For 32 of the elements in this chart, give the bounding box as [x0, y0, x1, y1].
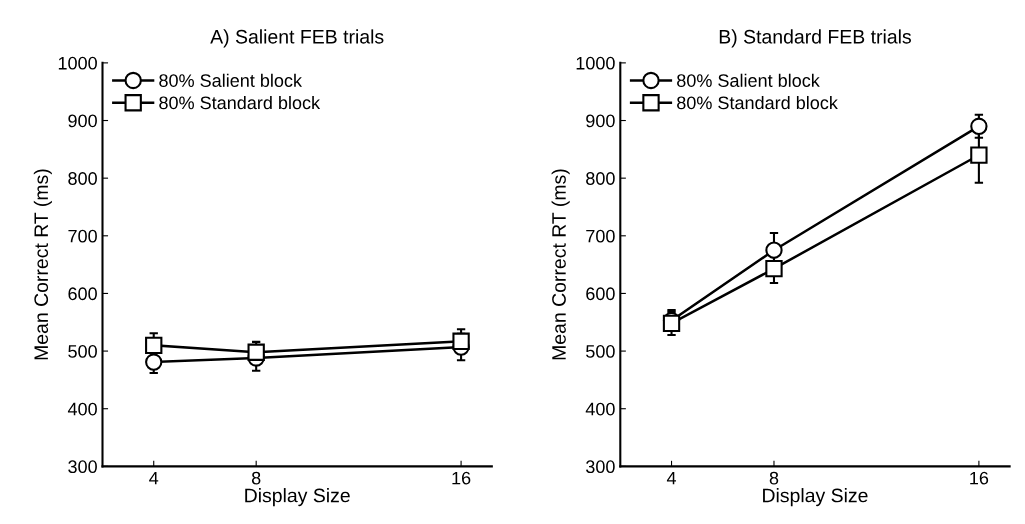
chart-title: B) Standard FEB trials — [719, 29, 911, 48]
y-axis-title: Mean Correct RT (ms) — [551, 169, 570, 360]
y-tick-label: 400 — [67, 402, 97, 416]
y-tick-label: 1000 — [576, 56, 615, 70]
y-tick-label: 900 — [586, 114, 615, 128]
y-tick-label: 300 — [586, 460, 615, 474]
y-tick-label: 600 — [586, 287, 615, 301]
y-tick-label: 400 — [585, 402, 615, 416]
chart-title: A) Salient FEB trials — [210, 29, 384, 48]
legend-label: 80% Salient block — [677, 73, 820, 87]
x-tick-label: 8 — [251, 471, 261, 485]
legend-label: 80% Standard block — [159, 95, 321, 110]
legend-label: 80% Standard block — [677, 95, 838, 110]
x-axis-title: Display Size — [245, 488, 350, 507]
x-tick-label: 4 — [666, 471, 677, 485]
y-tick-label: 500 — [68, 345, 97, 358]
y-tick-label: 800 — [68, 172, 97, 185]
y-tick-label: 700 — [68, 229, 97, 243]
y-tick-label: 600 — [68, 287, 97, 301]
x-tick-label: 16 — [452, 471, 471, 485]
x-tick-label: 16 — [970, 471, 989, 485]
x-tick-label: 8 — [769, 471, 779, 485]
y-tick-label: 900 — [68, 114, 97, 128]
y-tick-label: 800 — [586, 172, 615, 185]
y-tick-label: 1000 — [58, 56, 97, 70]
y-tick-label: 700 — [586, 229, 615, 243]
x-tick-label: 4 — [149, 471, 159, 485]
legend-label: 80% Salient block — [159, 73, 303, 87]
x-axis-title: Display Size — [763, 488, 868, 507]
y-tick-label: 500 — [586, 345, 615, 358]
y-axis-title: Mean Correct RT (ms) — [33, 169, 52, 360]
y-tick-label: 300 — [68, 460, 97, 474]
